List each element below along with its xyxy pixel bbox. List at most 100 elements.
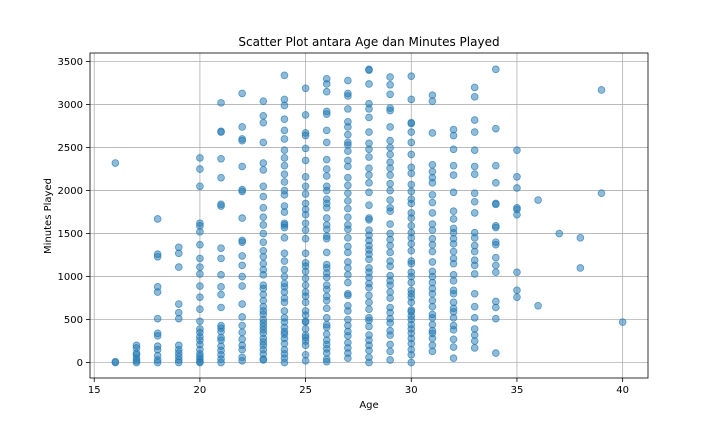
scatter-point xyxy=(301,111,310,119)
scatter-point xyxy=(238,89,246,98)
scatter-point xyxy=(153,314,162,323)
scatter-point xyxy=(344,354,352,363)
scatter-point xyxy=(365,201,373,209)
scatter-point xyxy=(365,188,373,197)
scatter-point xyxy=(386,81,394,89)
scatter-point xyxy=(386,294,394,302)
scatter-point xyxy=(470,170,479,179)
scatter-point xyxy=(196,317,204,326)
scatter-point xyxy=(428,258,437,266)
scatter-point xyxy=(344,76,352,85)
scatter-point xyxy=(386,90,394,99)
scatter-point xyxy=(322,323,331,332)
scatter-point xyxy=(492,268,500,277)
scatter-point xyxy=(407,187,416,196)
scatter-point xyxy=(386,179,394,188)
scatter-point xyxy=(280,257,289,265)
scatter-point xyxy=(280,146,289,154)
scatter-point xyxy=(470,314,479,322)
scatter-point xyxy=(513,293,521,301)
data-points xyxy=(111,65,627,367)
scatter-point xyxy=(344,197,352,205)
x-tick-label: 35 xyxy=(511,385,524,396)
scatter-point xyxy=(344,248,352,257)
y-axis-label: Minutes Played xyxy=(43,178,54,254)
scatter-point xyxy=(386,106,394,115)
scatter-point xyxy=(428,314,437,322)
scatter-point xyxy=(344,147,352,155)
scatter-point xyxy=(301,173,310,181)
scatter-point xyxy=(301,131,310,140)
scatter-point xyxy=(428,179,437,187)
scatter-point xyxy=(407,246,416,255)
scatter-point xyxy=(365,322,373,331)
scatter-point xyxy=(259,203,268,212)
scatter-point xyxy=(470,83,479,92)
scatter-point xyxy=(576,234,585,242)
scatter-point xyxy=(449,207,458,216)
scatter-point xyxy=(196,282,204,290)
scatter-point xyxy=(470,93,479,101)
scatter-point xyxy=(386,73,394,81)
scatter-point xyxy=(301,341,310,350)
scatter-point xyxy=(217,173,225,182)
scatter-point xyxy=(513,173,521,181)
scatter-point xyxy=(238,252,246,260)
x-axis-label: Age xyxy=(359,400,378,411)
scatter-point xyxy=(513,286,521,295)
y-tick-label: 3500 xyxy=(58,57,83,68)
scatter-point xyxy=(238,238,246,246)
scatter-point xyxy=(280,208,289,216)
x-tick-label: 40 xyxy=(616,385,629,396)
scatter-point xyxy=(386,186,394,195)
scatter-point xyxy=(407,222,416,230)
scatter-point xyxy=(301,182,310,191)
scatter-point xyxy=(492,223,500,232)
scatter-point xyxy=(386,171,394,179)
scatter-point xyxy=(280,71,289,80)
y-tick-label: 0 xyxy=(77,358,83,369)
scatter-point xyxy=(322,138,331,147)
scatter-point xyxy=(365,215,373,224)
scatter-point xyxy=(259,118,268,127)
scatter-point xyxy=(280,265,289,274)
scatter-point xyxy=(344,130,352,139)
scatter-point xyxy=(344,181,352,190)
scatter-point xyxy=(280,307,289,315)
scatter-point xyxy=(322,234,331,243)
scatter-point xyxy=(280,115,289,124)
scatter-point xyxy=(196,182,204,191)
scatter-point xyxy=(344,271,352,279)
scatter-point xyxy=(428,129,437,137)
scatter-point xyxy=(344,213,352,222)
scatter-point xyxy=(344,162,352,171)
scatter-point xyxy=(470,337,479,345)
scatter-point xyxy=(576,264,585,272)
scatter-point xyxy=(238,272,246,281)
scatter-point xyxy=(555,229,564,238)
scatter-point xyxy=(428,240,437,249)
scatter-point xyxy=(470,146,479,154)
scatter-point xyxy=(196,270,204,278)
scatter-point xyxy=(301,281,310,289)
scatter-point xyxy=(153,332,162,340)
scatter-point xyxy=(280,272,289,281)
scatter-point xyxy=(365,164,373,173)
scatter-point xyxy=(470,189,479,197)
scatter-point xyxy=(238,214,246,222)
scatter-point xyxy=(365,105,373,113)
scatter-point xyxy=(386,241,394,250)
scatter-point xyxy=(322,203,331,212)
scatter-point xyxy=(470,209,479,217)
scatter-point xyxy=(322,87,331,96)
scatter-point xyxy=(428,347,437,356)
scatter-point xyxy=(428,198,437,207)
scatter-point xyxy=(196,293,204,301)
scatter-point xyxy=(238,187,246,196)
scatter-point xyxy=(301,318,310,326)
scatter-point xyxy=(365,128,373,136)
scatter-point xyxy=(322,285,331,294)
scatter-point xyxy=(217,303,225,312)
scatter-point xyxy=(386,164,394,173)
